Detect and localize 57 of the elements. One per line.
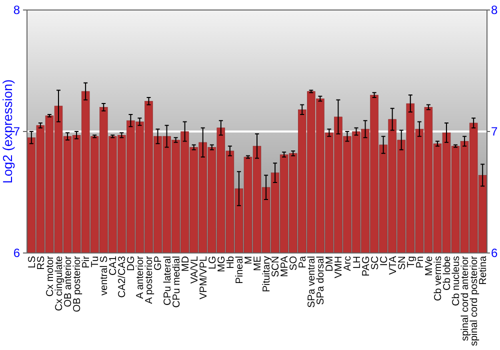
x-tick-label: Cb vermis — [432, 256, 444, 302]
x-tick-label: spinal cord posterior — [469, 255, 480, 346]
x-tick-label: M — [243, 256, 254, 264]
x-tick-label: SN — [396, 256, 408, 270]
x-tick-label: ME — [252, 256, 264, 271]
x-tick-label: A posterior — [144, 255, 156, 304]
x-tick-label: CA2/CA3 — [117, 256, 128, 298]
x-tick-label: Hb — [225, 256, 236, 269]
x-tick-label: Tu — [90, 256, 102, 268]
y2-tick-label: 8 — [491, 2, 498, 17]
x-tick-label: MVe — [424, 256, 435, 276]
x-tick-label: LG — [207, 256, 218, 270]
x-tick-label: Cx cingulate — [54, 256, 65, 312]
x-tick-label: SPa dorsal — [316, 256, 327, 305]
x-tick-label: Retina — [478, 256, 490, 285]
y-tick-label: 8 — [13, 2, 20, 17]
y-tick-label: 6 — [13, 246, 20, 260]
x-tick-label: LS — [26, 256, 38, 268]
x-tick-label: OB anterior — [63, 255, 74, 308]
x-tick-label: MG — [216, 256, 228, 272]
x-tick-label: VPM/VPL — [198, 256, 210, 300]
x-tick-label: LH — [352, 256, 363, 269]
x-tick-label: Pituitary — [262, 256, 273, 292]
x-tick-label: Tg — [406, 256, 417, 268]
x-tick-label: MD — [180, 256, 192, 272]
x-tick-label: Cx motor — [44, 255, 56, 297]
y-axis-title: Log2 (expression) — [0, 79, 15, 184]
y2-tick-label: 7 — [491, 124, 498, 138]
x-tick-label: Pineal — [234, 256, 246, 284]
y2-tick-label: 6 — [491, 246, 498, 260]
x-tick-label: CPu lateral — [162, 256, 174, 306]
x-tick-label: SC — [370, 256, 381, 270]
x-tick-label: RS — [36, 256, 47, 270]
x-tick-label: SO — [288, 256, 300, 270]
x-tick-label: Cb lobe — [442, 256, 453, 290]
x-tick-label: Arc — [342, 256, 354, 271]
x-tick-label: IC — [378, 256, 390, 266]
x-tick-label: Pa — [298, 256, 309, 268]
x-tick-label: DG — [126, 256, 138, 271]
x-tick-label: Pn — [414, 256, 426, 268]
x-tick-label: VA/VL — [189, 256, 200, 284]
x-tick-label: spinal cord anterior — [460, 255, 472, 342]
x-tick-label: MPA — [280, 256, 291, 277]
x-tick-label: CPu medial — [171, 256, 182, 308]
x-tick-label: VMH — [334, 256, 345, 278]
x-tick-label: PAG — [360, 256, 372, 276]
x-tick-label: GP — [153, 256, 164, 270]
x-tick-label: DM — [324, 256, 336, 272]
x-tick-label: Cb nucleus — [451, 256, 462, 306]
y-tick-label: 7 — [13, 124, 20, 138]
x-tick-label: Pir — [81, 255, 92, 268]
x-tick-label: VTA — [388, 256, 399, 275]
x-tick-label: CA1 — [108, 256, 120, 276]
x-tick-label: OB posterior — [72, 255, 84, 312]
x-tick-label: SCN — [270, 256, 282, 278]
x-tick-label: A anterior — [135, 255, 146, 299]
x-tick-label: ventral S — [99, 256, 110, 296]
